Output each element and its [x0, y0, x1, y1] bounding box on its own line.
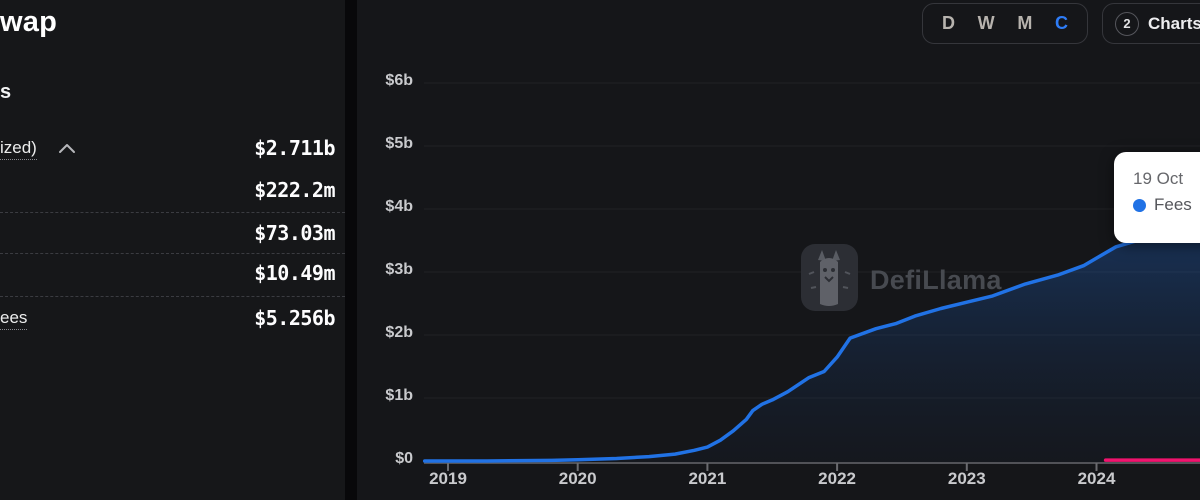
y-axis-label-$6b: $6b: [385, 72, 413, 89]
interval-button-cumulative[interactable]: C: [1054, 13, 1068, 33]
chart-series-fill: [424, 222, 1200, 463]
chevron-up-icon[interactable]: [58, 142, 76, 154]
row-separator: [0, 212, 345, 213]
tooltip-series-name: Fees: [1154, 195, 1192, 214]
charts-toggle-button[interactable]: 2 Charts: [1102, 3, 1200, 44]
stat-label-annualized[interactable]: ized): [0, 138, 37, 160]
x-axis-label-2023: 2023: [947, 469, 986, 488]
series-area-Fees: [424, 222, 1200, 463]
interval-button-monthly[interactable]: M: [1017, 13, 1033, 33]
chart-tooltip: 19 Oct Fees: [1114, 152, 1200, 243]
stat-value-30d: $222.2m: [254, 178, 335, 202]
stat-value-24h: $10.49m: [254, 261, 335, 285]
stat-value-7d: $73.03m: [254, 221, 335, 245]
charts-count-badge: 2: [1115, 11, 1139, 36]
protocol-title: wap: [0, 6, 57, 38]
x-axis-label-2022: 2022: [818, 469, 856, 488]
interval-button-group: D W M C: [922, 3, 1088, 44]
charts-button-label: Charts: [1148, 13, 1200, 33]
y-axis-label-$4b: $4b: [385, 198, 413, 215]
stat-label-cumulative-fees[interactable]: ees: [0, 308, 28, 330]
x-axis-ticks: [447, 463, 1098, 471]
series-dot-icon: [1133, 198, 1146, 212]
protocol-sidebar: wap s ized) $2.711b $222.2m $73.03m $10.…: [0, 0, 345, 500]
x-axis-label-2019: 2019: [429, 469, 467, 488]
stat-value-cumulative-fees: $5.256b: [254, 306, 335, 330]
y-axis-label-$0: $0: [395, 450, 413, 467]
y-axis-label-$5b: $5b: [385, 135, 413, 152]
stat-row-7d: $73.03m: [0, 221, 345, 247]
y-axis-label-$1b: $1b: [385, 387, 413, 404]
tooltip-series-row: Fees: [1133, 195, 1200, 215]
series-line-Fees: [422, 221, 1200, 463]
stat-row-24h: $10.49m: [0, 261, 345, 287]
row-separator: [0, 296, 345, 297]
chart-panel: D W M C 2 Charts: [357, 0, 1200, 500]
y-axis-label-$2b: $2b: [385, 324, 413, 341]
interval-button-daily[interactable]: D: [942, 13, 955, 33]
chart-series-lines: [422, 221, 1200, 463]
stat-row-fees-annualized: ized) $2.711b: [0, 136, 345, 162]
stat-row-30d: $222.2m: [0, 178, 345, 204]
x-axis-label-2021: 2021: [688, 469, 727, 488]
fees-area-chart[interactable]: [357, 0, 1200, 500]
x-axis-label-2020: 2020: [558, 469, 597, 488]
x-axis-label-2024: 2024: [1077, 469, 1116, 488]
stat-value-annualized: $2.711b: [254, 136, 335, 160]
section-heading: s: [0, 81, 12, 103]
stat-row-cumulative-fees: ees $5.256b: [0, 306, 345, 332]
y-axis-label-$3b: $3b: [385, 261, 413, 278]
row-separator: [0, 253, 345, 254]
tooltip-date: 19 Oct: [1133, 169, 1184, 188]
interval-button-weekly[interactable]: W: [977, 13, 995, 33]
